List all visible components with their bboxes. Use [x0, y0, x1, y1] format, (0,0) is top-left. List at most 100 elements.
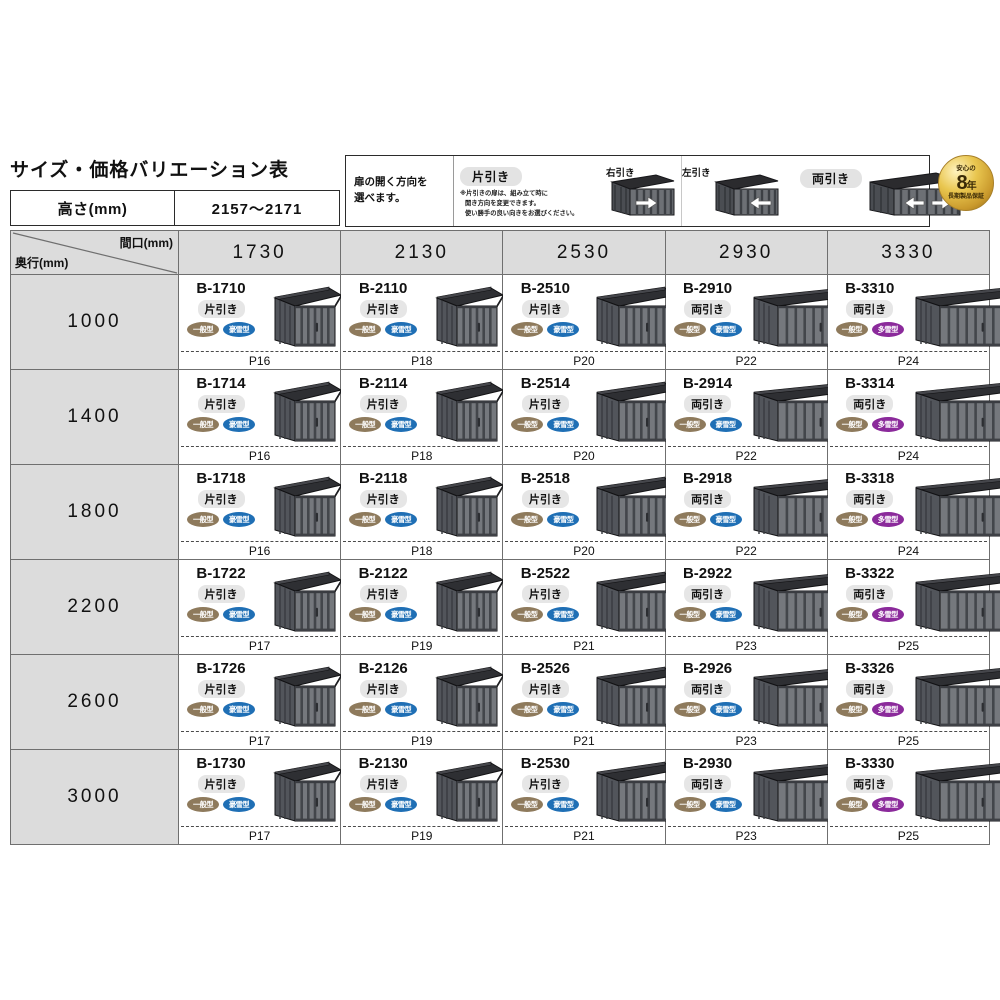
door-type-pill: 片引き — [197, 680, 245, 698]
page-reference: P23 — [735, 829, 757, 843]
left-slide-group: 左引き — [682, 165, 711, 179]
product-info: B-1722 片引き 一般型 豪雪型 — [185, 565, 257, 622]
legend-instruction-line1: 扉の開く方向を — [354, 176, 428, 189]
cell-divider — [505, 826, 663, 827]
row-header-1800: 1800 — [10, 464, 179, 560]
product-cell-B-1714[interactable]: B-1714 片引き 一般型 豪雪型 P16 — [177, 369, 343, 465]
width-axis-label: 間口(mm) — [119, 236, 173, 250]
page-reference: P16 — [248, 544, 271, 558]
height-label: 高さ(mm) — [11, 191, 175, 225]
product-cell-B-2110[interactable]: B-2110 片引き 一般型 豪雪型 P18 — [340, 274, 505, 370]
product-cell-B-2914[interactable]: B-2914 両引き 一般型 豪雪型 P22 — [664, 369, 863, 465]
badge-standard-type: 一般型 — [349, 512, 382, 527]
product-cell-B-2510[interactable]: B-2510 片引き 一般型 豪雪型 P20 — [502, 274, 679, 370]
badge-standard-type: 一般型 — [187, 512, 219, 527]
page-reference: P24 — [897, 354, 920, 368]
table-row: 2200 B-1722 片引き 一般型 豪雪型 P17 B-2122 — [10, 559, 1000, 655]
type-badges: 一般型 豪雪型 — [187, 797, 255, 812]
model-code: B-2526 — [520, 660, 570, 677]
product-cell-B-2130[interactable]: B-2130 片引き 一般型 豪雪型 P19 — [340, 749, 505, 845]
product-cell-B-2530[interactable]: B-2530 片引き 一般型 豪雪型 P21 — [502, 749, 679, 845]
shed-product-illustration — [587, 664, 679, 734]
model-code: B-3330 — [845, 755, 895, 772]
product-cell-inner: B-2118 片引き 一般型 豪雪型 P18 — [341, 465, 505, 559]
product-cell-B-3330[interactable]: B-3330 両引き 一般型 多雪型 P25 — [826, 749, 1000, 845]
badge-heavy-snow-type: 豪雪型 — [223, 322, 255, 337]
product-info: B-2914 両引き 一般型 豪雪型 — [672, 375, 744, 432]
badge-heavy-snow-type: 豪雪型 — [223, 512, 255, 527]
door-type-pill: 両引き — [684, 585, 732, 603]
cell-divider — [829, 636, 987, 637]
door-type-pill: 片引き — [197, 490, 245, 508]
product-cell-B-3310[interactable]: B-3310 両引き 一般型 多雪型 P24 — [826, 274, 1000, 370]
product-cell-B-2918[interactable]: B-2918 両引き 一般型 豪雪型 P22 — [664, 464, 863, 560]
product-cell-B-2114[interactable]: B-2114 片引き 一般型 豪雪型 P18 — [340, 369, 505, 465]
shed-product-illustration — [906, 474, 1000, 544]
badge-heavy-snow-type: 豪雪型 — [385, 702, 418, 717]
note-line-3: 使い勝手の良い向きをお選びください。 — [465, 209, 579, 217]
model-code: B-1710 — [196, 280, 246, 297]
double-slide-pill: 両引き — [800, 169, 862, 188]
product-cell-B-2526[interactable]: B-2526 片引き 一般型 豪雪型 P21 — [502, 654, 679, 750]
product-cell-inner: B-2130 片引き 一般型 豪雪型 P19 — [341, 750, 505, 844]
badge-standard-type: 一般型 — [835, 417, 868, 432]
type-badges: 一般型 多雪型 — [835, 607, 904, 622]
product-cell-B-2926[interactable]: B-2926 両引き 一般型 豪雪型 P23 — [664, 654, 863, 750]
product-cell-B-1730[interactable]: B-1730 片引き 一般型 豪雪型 P17 — [177, 749, 343, 845]
product-cell-B-2910[interactable]: B-2910 両引き 一般型 豪雪型 P22 — [664, 274, 863, 370]
badge-standard-type: 一般型 — [835, 702, 868, 717]
page-reference: P18 — [411, 449, 433, 463]
product-cell-B-3322[interactable]: B-3322 両引き 一般型 多雪型 P25 — [826, 559, 1000, 655]
cell-divider — [829, 731, 987, 732]
model-code: B-2918 — [682, 470, 733, 487]
page-title: サイズ・価格バリエーション表 — [10, 160, 290, 181]
door-type-pill: 両引き — [684, 395, 732, 413]
type-badges: 一般型 豪雪型 — [349, 702, 418, 717]
product-cell-B-1726[interactable]: B-1726 片引き 一般型 豪雪型 P17 — [177, 654, 343, 750]
product-cell-B-2522[interactable]: B-2522 片引き 一般型 豪雪型 P21 — [502, 559, 679, 655]
product-cell-B-2126[interactable]: B-2126 片引き 一般型 豪雪型 P19 — [340, 654, 505, 750]
model-code: B-2926 — [682, 660, 733, 677]
right-slide-group: 右引き — [606, 165, 635, 179]
product-cell-B-2122[interactable]: B-2122 片引き 一般型 豪雪型 P19 — [340, 559, 505, 655]
shed-product-illustration — [265, 379, 343, 449]
page-reference: P21 — [573, 734, 595, 748]
product-cell-B-3318[interactable]: B-3318 両引き 一般型 多雪型 P24 — [826, 464, 1000, 560]
cell-divider — [829, 446, 987, 447]
product-cell-inner: B-2526 片引き 一般型 豪雪型 P21 — [503, 655, 679, 749]
product-info: B-3310 両引き 一般型 多雪型 — [834, 280, 906, 337]
row-header-1000: 1000 — [10, 274, 179, 370]
badge-standard-type: 一般型 — [511, 607, 544, 622]
model-code: B-3318 — [845, 470, 895, 487]
door-type-pill: 両引き — [846, 300, 894, 318]
product-info: B-2122 片引き 一般型 豪雪型 — [347, 565, 419, 622]
type-badges: 一般型 豪雪型 — [349, 797, 418, 812]
product-cell-B-2514[interactable]: B-2514 片引き 一般型 豪雪型 P20 — [502, 369, 679, 465]
page-reference: P17 — [248, 639, 271, 653]
product-info: B-1730 片引き 一般型 豪雪型 — [185, 755, 257, 812]
product-cell-B-3314[interactable]: B-3314 両引き 一般型 多雪型 P24 — [826, 369, 1000, 465]
badge-standard-type: 一般型 — [835, 797, 868, 812]
product-cell-B-1710[interactable]: B-1710 片引き 一般型 豪雪型 P16 — [177, 274, 343, 370]
product-cell-B-1718[interactable]: B-1718 片引き 一般型 豪雪型 P16 — [177, 464, 343, 560]
badge-heavy-snow-type: 豪雪型 — [709, 512, 742, 527]
product-info: B-2530 片引き 一般型 豪雪型 — [509, 755, 581, 812]
model-code: B-1730 — [196, 755, 246, 772]
product-cell-B-3326[interactable]: B-3326 両引き 一般型 多雪型 P25 — [826, 654, 1000, 750]
product-cell-B-2922[interactable]: B-2922 両引き 一般型 豪雪型 P23 — [664, 559, 863, 655]
product-cell-B-1722[interactable]: B-1722 片引き 一般型 豪雪型 P17 — [177, 559, 343, 655]
product-info: B-2130 片引き 一般型 豪雪型 — [347, 755, 419, 812]
model-code: B-2922 — [682, 565, 733, 582]
product-cell-inner: B-1710 片引き 一般型 豪雪型 P16 — [179, 275, 343, 369]
table-row: 2600 B-1726 片引き 一般型 豪雪型 P17 B-2126 — [10, 654, 1000, 750]
product-cell-B-2118[interactable]: B-2118 片引き 一般型 豪雪型 P18 — [340, 464, 505, 560]
page-reference: P18 — [411, 544, 433, 558]
page-reference: P18 — [411, 354, 433, 368]
cell-divider — [505, 541, 663, 542]
product-cell-inner: B-1726 片引き 一般型 豪雪型 P17 — [179, 655, 343, 749]
product-cell-B-2518[interactable]: B-2518 片引き 一般型 豪雪型 P20 — [502, 464, 679, 560]
product-cell-B-2930[interactable]: B-2930 両引き 一般型 豪雪型 P23 — [664, 749, 863, 845]
door-type-pill: 片引き — [197, 775, 245, 793]
badge-standard-type: 一般型 — [673, 512, 706, 527]
